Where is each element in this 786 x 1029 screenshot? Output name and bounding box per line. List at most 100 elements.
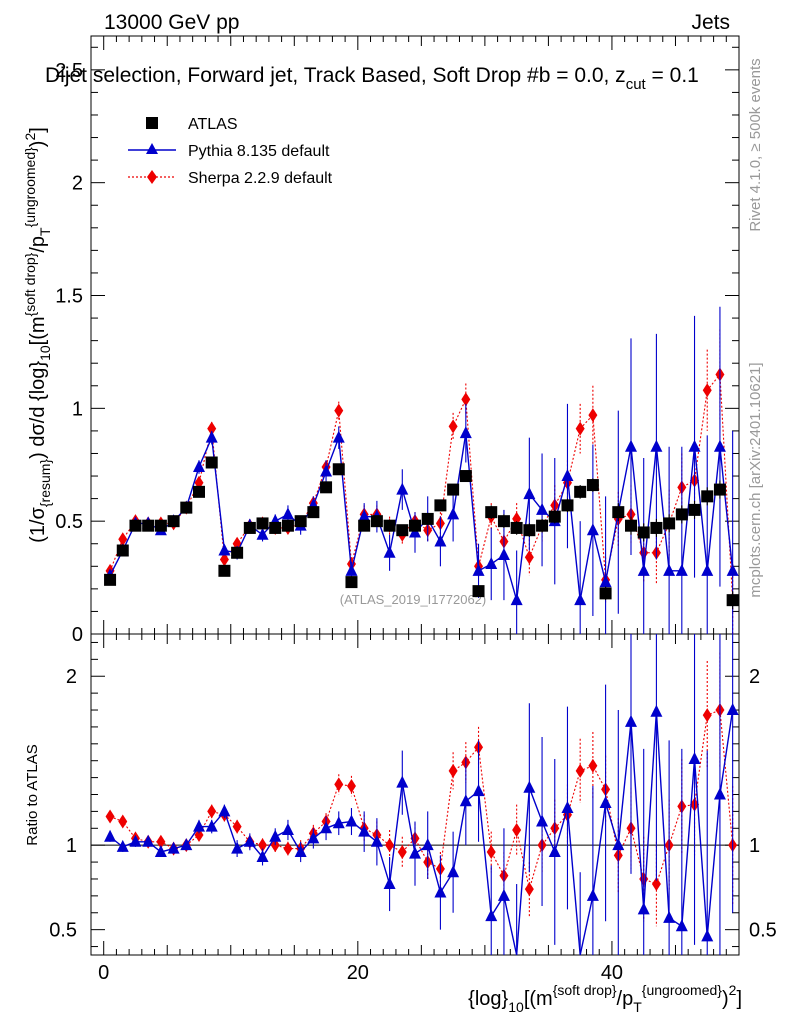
atlas-point: [612, 506, 625, 519]
atlas-point: [701, 490, 714, 503]
atlas-point: [409, 519, 421, 532]
atlas-point: [383, 519, 396, 532]
pythia-point: [701, 929, 714, 942]
pythia-point: [218, 543, 231, 556]
pythia-point: [561, 469, 574, 482]
pythia-point: [142, 834, 155, 847]
atlas-point: [294, 515, 307, 528]
pythia-point: [256, 850, 269, 863]
atlas-point: [536, 519, 549, 532]
atlas-point: [269, 521, 282, 534]
legend-pythia-marker: [146, 143, 158, 154]
sherpa-point: [588, 408, 598, 423]
atlas-point: [129, 519, 142, 532]
ylabel-part-3: 10: [37, 345, 53, 361]
atlas-point: [332, 463, 345, 476]
legend-sherpa-label: Sherpa 2.2.9 default: [188, 170, 333, 187]
pythia-point: [726, 563, 739, 576]
atlas-point: [281, 519, 294, 532]
pythia-point: [612, 838, 625, 851]
pythia-point: [713, 787, 726, 800]
xlabel-part-0: {log}: [468, 988, 508, 1010]
ratio-y-axis-label: Ratio to ATLAS: [24, 744, 41, 845]
plot-title-text: Dijet selection, Forward jet, Track Base…: [45, 64, 550, 87]
ylabel-part-11: ]: [27, 127, 49, 133]
main-y-tick-label: 1: [72, 398, 83, 420]
pythia-series-line: [109, 433, 734, 601]
pythia-point: [281, 822, 294, 835]
main-y-tick-label: 1.5: [55, 286, 83, 308]
ratio-y-tick-label-right: 0.5: [749, 920, 777, 942]
ratio-series-layer: [104, 634, 739, 956]
pythia-point: [307, 831, 320, 844]
pythia-point: [688, 752, 701, 765]
atlas-point: [116, 544, 129, 557]
main-y-tick-label: 0: [72, 624, 83, 646]
sherpa-point: [702, 708, 712, 723]
ratio-y-tick-label-right: 1: [749, 835, 760, 857]
atlas-point: [345, 576, 358, 589]
atlas-point: [497, 515, 510, 528]
sherpa-point: [651, 877, 661, 892]
pythia-point: [320, 464, 333, 477]
atlas-point: [574, 485, 587, 498]
atlas-point: [510, 521, 523, 534]
atlas-point: [243, 521, 256, 534]
atlas-point: [663, 517, 676, 530]
pythia-point: [472, 784, 485, 797]
pythia-point: [523, 487, 536, 500]
rivet-label: Rivet 4.1.0, ≥ 500k events: [747, 58, 764, 231]
atlas-point: [218, 564, 231, 577]
pythia-point: [561, 801, 574, 814]
atlas-point: [370, 515, 383, 528]
plot-title: Dijet selection, Forward jet, Track Base…: [45, 64, 699, 93]
pythia-point: [332, 430, 345, 443]
atlas-point: [167, 515, 180, 528]
pythia-point: [637, 563, 650, 576]
atlas-point: [485, 506, 498, 519]
pythia-point: [485, 557, 498, 570]
pythia-point: [688, 439, 701, 452]
pythia-point: [599, 575, 612, 588]
pythia-point: [497, 888, 510, 901]
atlas-point: [396, 524, 409, 537]
sherpa-point: [448, 763, 458, 778]
atlas-point: [459, 470, 472, 483]
legend-atlas-marker: [146, 117, 158, 129]
ylabel-part-7: T: [37, 227, 53, 236]
pythia-point: [459, 426, 472, 439]
legend-atlas-label: ATLAS: [188, 116, 238, 133]
atlas-point: [231, 546, 244, 559]
pythia-point: [625, 439, 637, 452]
xlabel-part-2: [(m: [524, 988, 553, 1010]
sherpa-point: [575, 421, 585, 436]
xlabel-part-5: T: [633, 999, 642, 1015]
atlas-point: [637, 526, 650, 539]
pythia-point: [320, 821, 333, 834]
pythia-point: [409, 846, 421, 859]
pythia-point: [269, 829, 282, 842]
sherpa-point: [346, 779, 356, 794]
ratio-y-tick-label: 2: [66, 666, 77, 688]
sherpa-point: [702, 383, 712, 398]
atlas-point: [713, 483, 726, 496]
main-y-tick-label: 2.5: [55, 60, 83, 82]
pythia-point: [383, 545, 396, 558]
ylabel-part-2: ) dσ/d {log}: [27, 361, 49, 459]
pythia-point: [104, 829, 117, 842]
pythia-point: [396, 775, 409, 788]
pythia-point: [663, 910, 676, 923]
xlabel-part-9: ]: [736, 988, 742, 1010]
pythia-point: [116, 839, 129, 852]
pythia-point: [536, 502, 549, 515]
atlas-point: [675, 508, 688, 521]
pythia-point: [536, 814, 549, 827]
sherpa-point: [524, 882, 534, 897]
atlas-point: [523, 524, 536, 537]
sherpa-point: [258, 838, 268, 853]
pythia-point: [358, 509, 371, 522]
xlabel-part-3: {soft drop}: [553, 982, 617, 998]
atlas-point: [193, 485, 205, 498]
pythia-point: [218, 804, 231, 817]
